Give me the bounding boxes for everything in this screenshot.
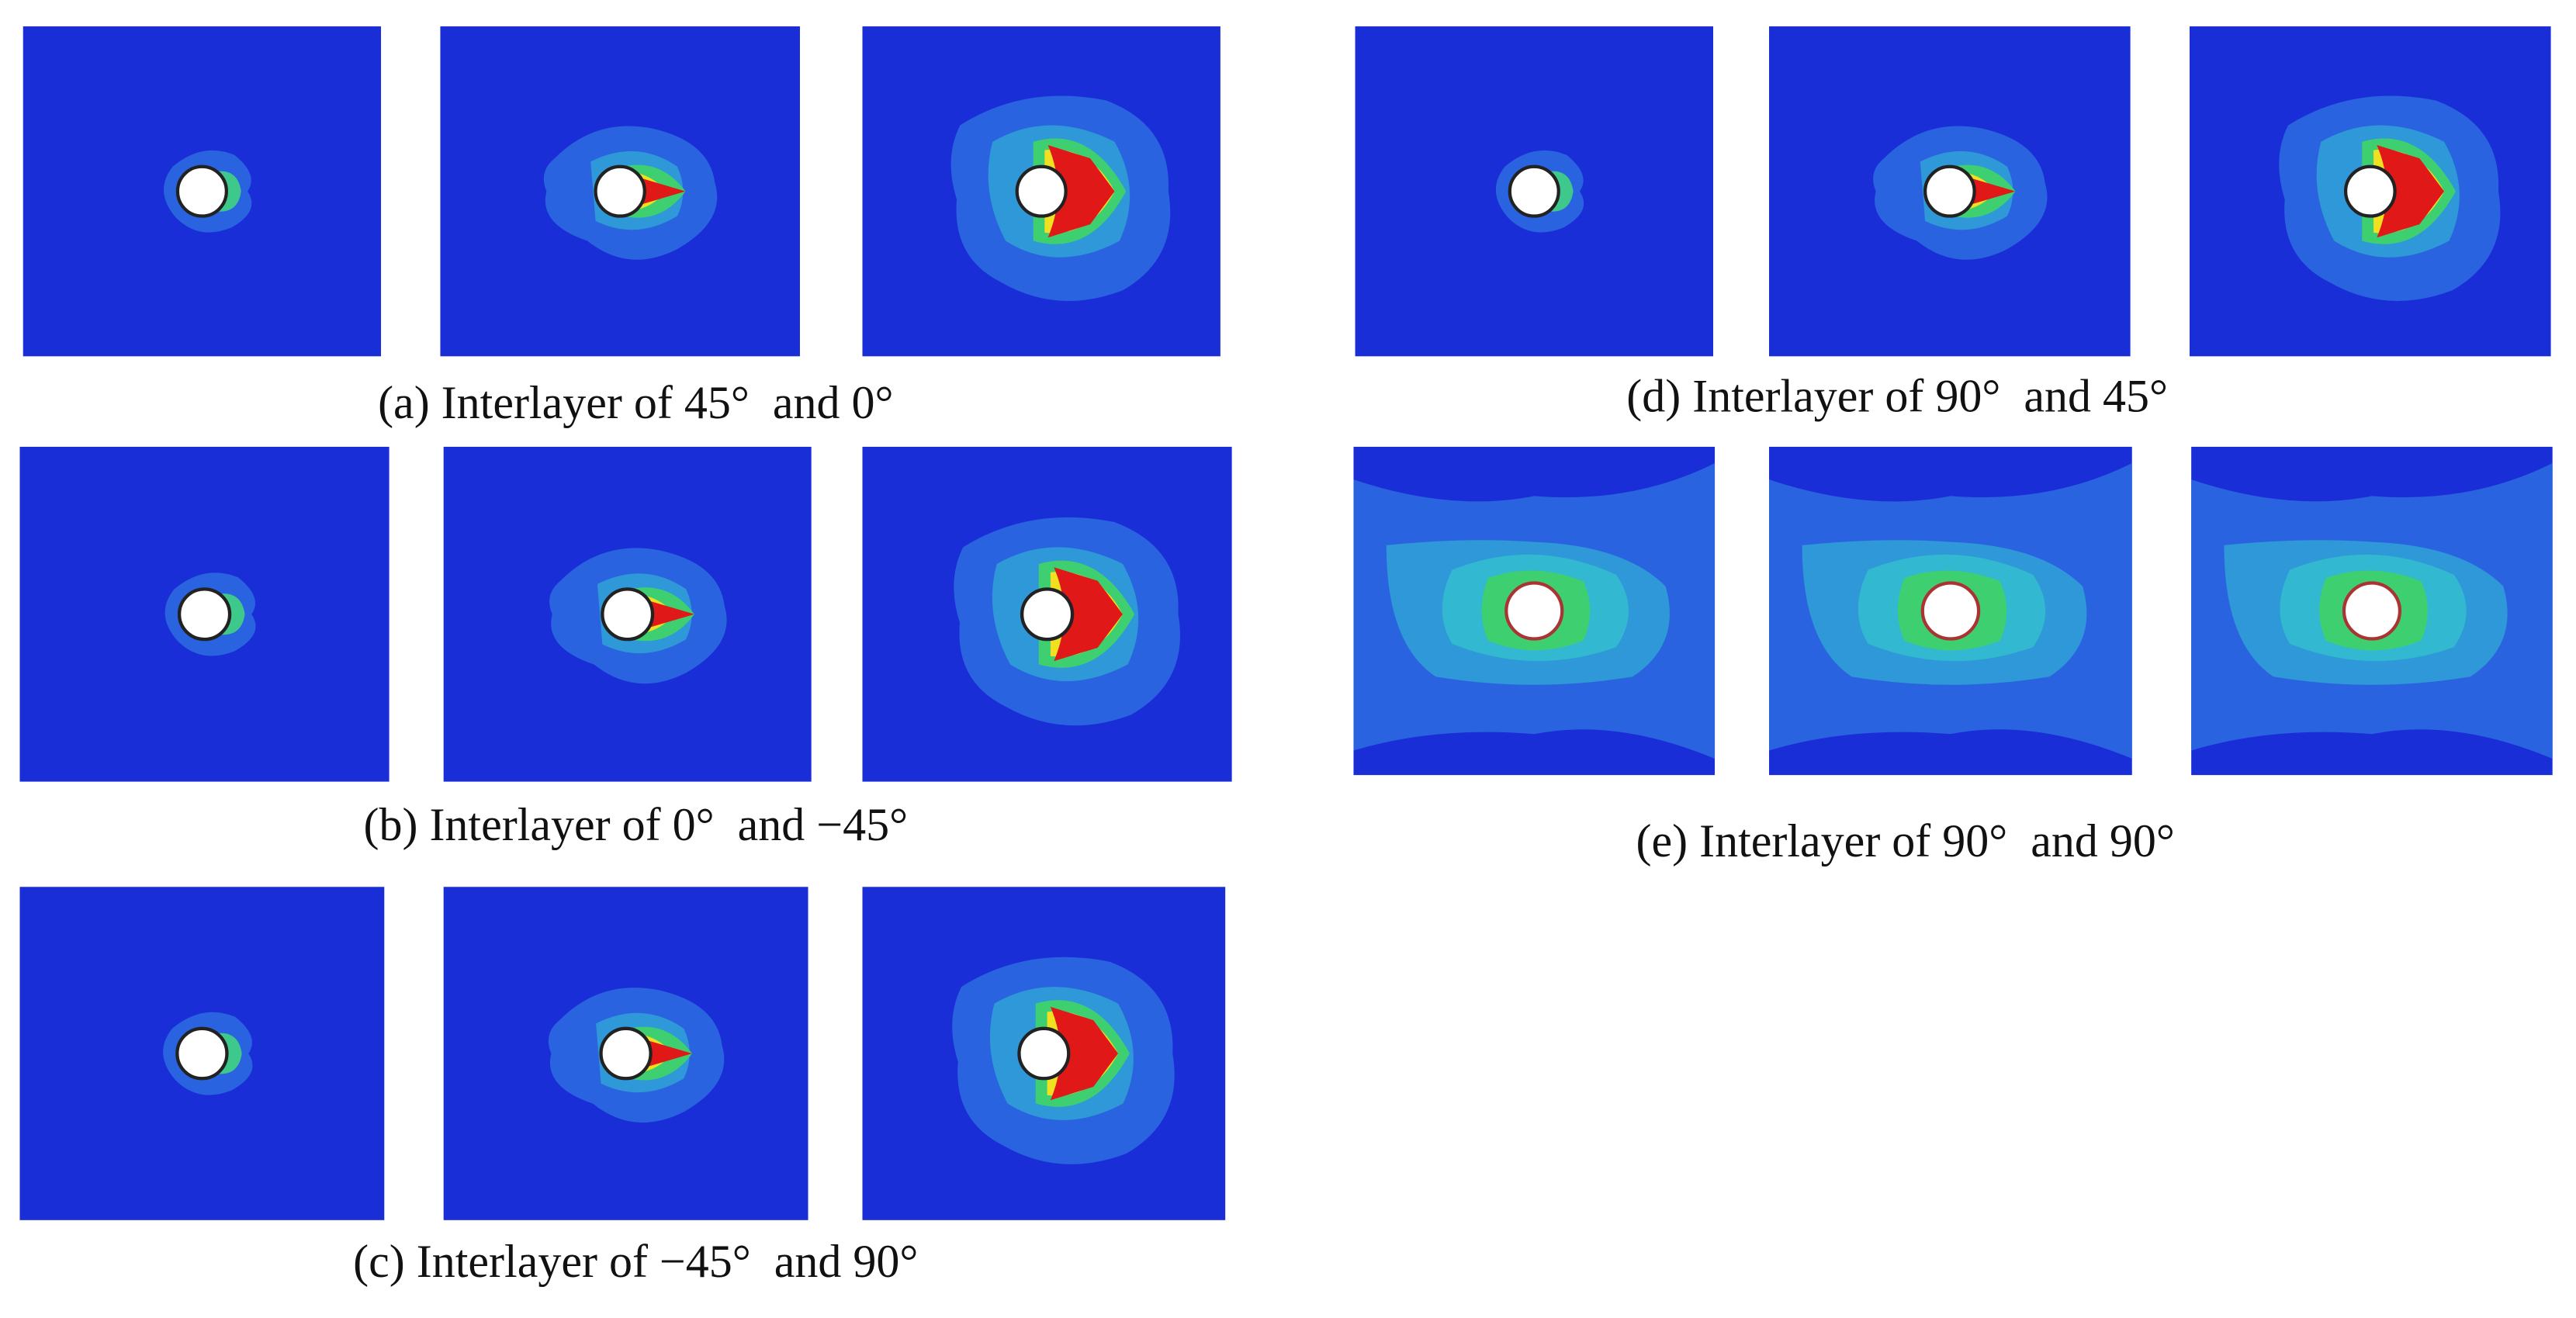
contour-image bbox=[1769, 447, 2132, 775]
contour-image bbox=[2191, 447, 2553, 775]
contour-image bbox=[862, 887, 1225, 1220]
panel-caption: (c) Interlayer of −45° and 90° bbox=[353, 1236, 918, 1287]
contour-image bbox=[1353, 447, 1715, 775]
panel-caption: (e) Interlayer of 90° and 90° bbox=[1636, 815, 2175, 867]
contour-image bbox=[862, 26, 1220, 357]
contour-image bbox=[1356, 26, 1714, 357]
panel-caption: (d) Interlayer of 90° and 45° bbox=[1626, 370, 2168, 421]
contour-image bbox=[2190, 26, 2551, 357]
panel-caption: (b) Interlayer of 0° and −45° bbox=[363, 799, 908, 850]
contour-image bbox=[1769, 26, 2131, 357]
contour-image bbox=[444, 887, 808, 1220]
contour-image bbox=[444, 447, 812, 782]
contour-image bbox=[440, 26, 800, 357]
panel-caption: (a) Interlayer of 45° and 0° bbox=[378, 377, 893, 428]
contour-image bbox=[23, 26, 382, 357]
contour-image bbox=[19, 887, 384, 1220]
contour-image bbox=[862, 447, 1231, 782]
contour-image bbox=[19, 447, 389, 782]
